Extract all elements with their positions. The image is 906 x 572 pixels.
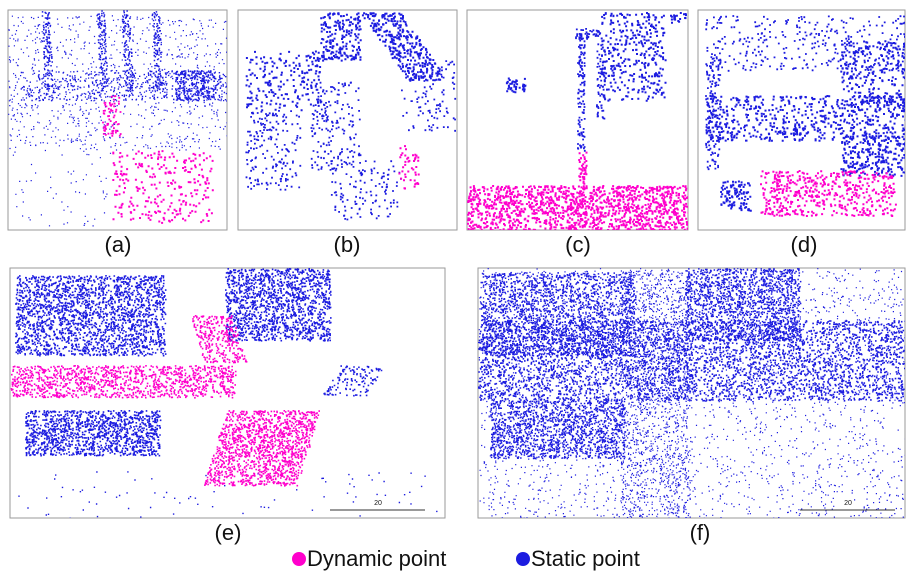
panel-caption: (d) [791,232,818,257]
scale-label: 20 [844,500,852,507]
legend-swatch [516,552,530,566]
panel-a [8,10,227,230]
panel-caption: (f) [690,520,711,545]
legend-label: Dynamic point [307,546,446,571]
figure: 20 20 (a) (b) (c) (d) (e) (f) Dynamic po… [0,0,906,572]
scale-label: 20 [374,500,382,507]
panel-caption: (e) [215,520,242,545]
panel-caption: (a) [105,232,132,257]
panel-caption: (c) [565,232,591,257]
legend-swatch [292,552,306,566]
legend-label: Static point [531,546,640,571]
panel-caption: (b) [334,232,361,257]
